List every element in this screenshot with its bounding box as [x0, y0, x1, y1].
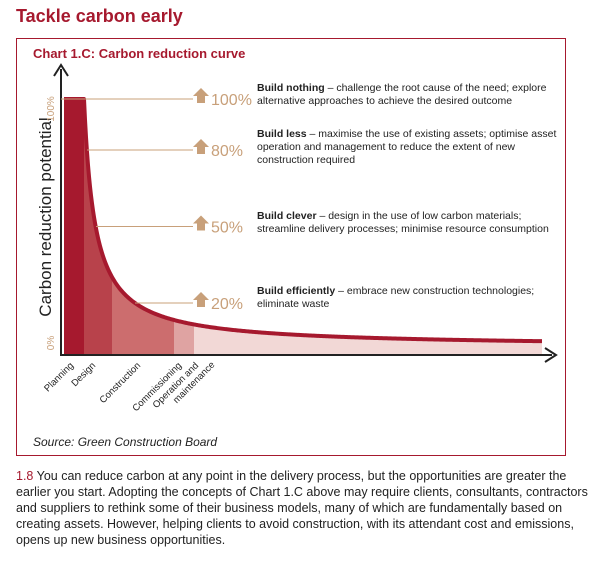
x-tick-label: Design — [69, 360, 98, 389]
annotation-description: – maximise the use of existing assets; o… — [257, 128, 557, 166]
chart-title: Chart 1.C: Carbon reduction curve — [33, 46, 246, 61]
up-arrow-icon — [193, 292, 209, 307]
x-tick-label: Planning — [42, 360, 76, 394]
carbon-curve-line — [63, 97, 543, 344]
paragraph-number: 1.8 — [16, 469, 34, 483]
annotation-percent: 20% — [211, 296, 243, 313]
y-tick-label-top: 100% — [46, 96, 57, 122]
annotation-1: Build nothing – challenge the root cause… — [257, 82, 557, 108]
paragraph-text: You can reduce carbon at any point in th… — [16, 469, 588, 547]
up-arrow-icon — [193, 215, 209, 231]
up-arrow-icon — [193, 139, 209, 154]
y-tick-label-bottom: 0% — [46, 336, 57, 351]
annotation-description: – design in the use of low carbon materi… — [257, 210, 549, 235]
curve-segment-1 — [64, 99, 84, 354]
annotation-percent: 100% — [211, 92, 252, 109]
annotation-heading: Build clever — [257, 210, 317, 222]
chart-box: Chart 1.C: Carbon reduction curve Carbon… — [16, 38, 566, 456]
annotation-3: Build clever – design in the use of low … — [257, 210, 557, 236]
chart-source: Source: Green Construction Board — [33, 435, 218, 449]
annotation-description: – embrace new construction technologies;… — [257, 285, 535, 310]
y-axis-label: Carbon reduction potential — [36, 117, 55, 316]
page-title: Tackle carbon early — [16, 6, 183, 26]
annotation-heading: Build less — [257, 128, 307, 140]
curve-segment-3 — [112, 277, 174, 354]
carbon-reduction-chart: Carbon reduction potential100%0%Planning… — [36, 63, 558, 414]
x-axis-arrow — [544, 347, 558, 363]
annotation-heading: Build nothing — [257, 82, 325, 94]
annotation-percent: 80% — [211, 143, 243, 160]
annotation-4: Build efficiently – embrace new construc… — [257, 285, 557, 311]
annotation-2: Build less – maximise the use of existin… — [257, 128, 557, 167]
curve-segment-2 — [84, 99, 112, 354]
annotation-heading: Build efficiently — [257, 285, 336, 297]
up-arrow-icon — [193, 88, 209, 103]
annotation-percent: 50% — [211, 220, 243, 237]
y-axis-arrow — [53, 63, 69, 77]
curve-segment-4 — [174, 319, 194, 354]
body-paragraph: 1.8 You can reduce carbon at any point i… — [16, 468, 588, 548]
annotation-description: – challenge the root cause of the need; … — [257, 82, 547, 107]
